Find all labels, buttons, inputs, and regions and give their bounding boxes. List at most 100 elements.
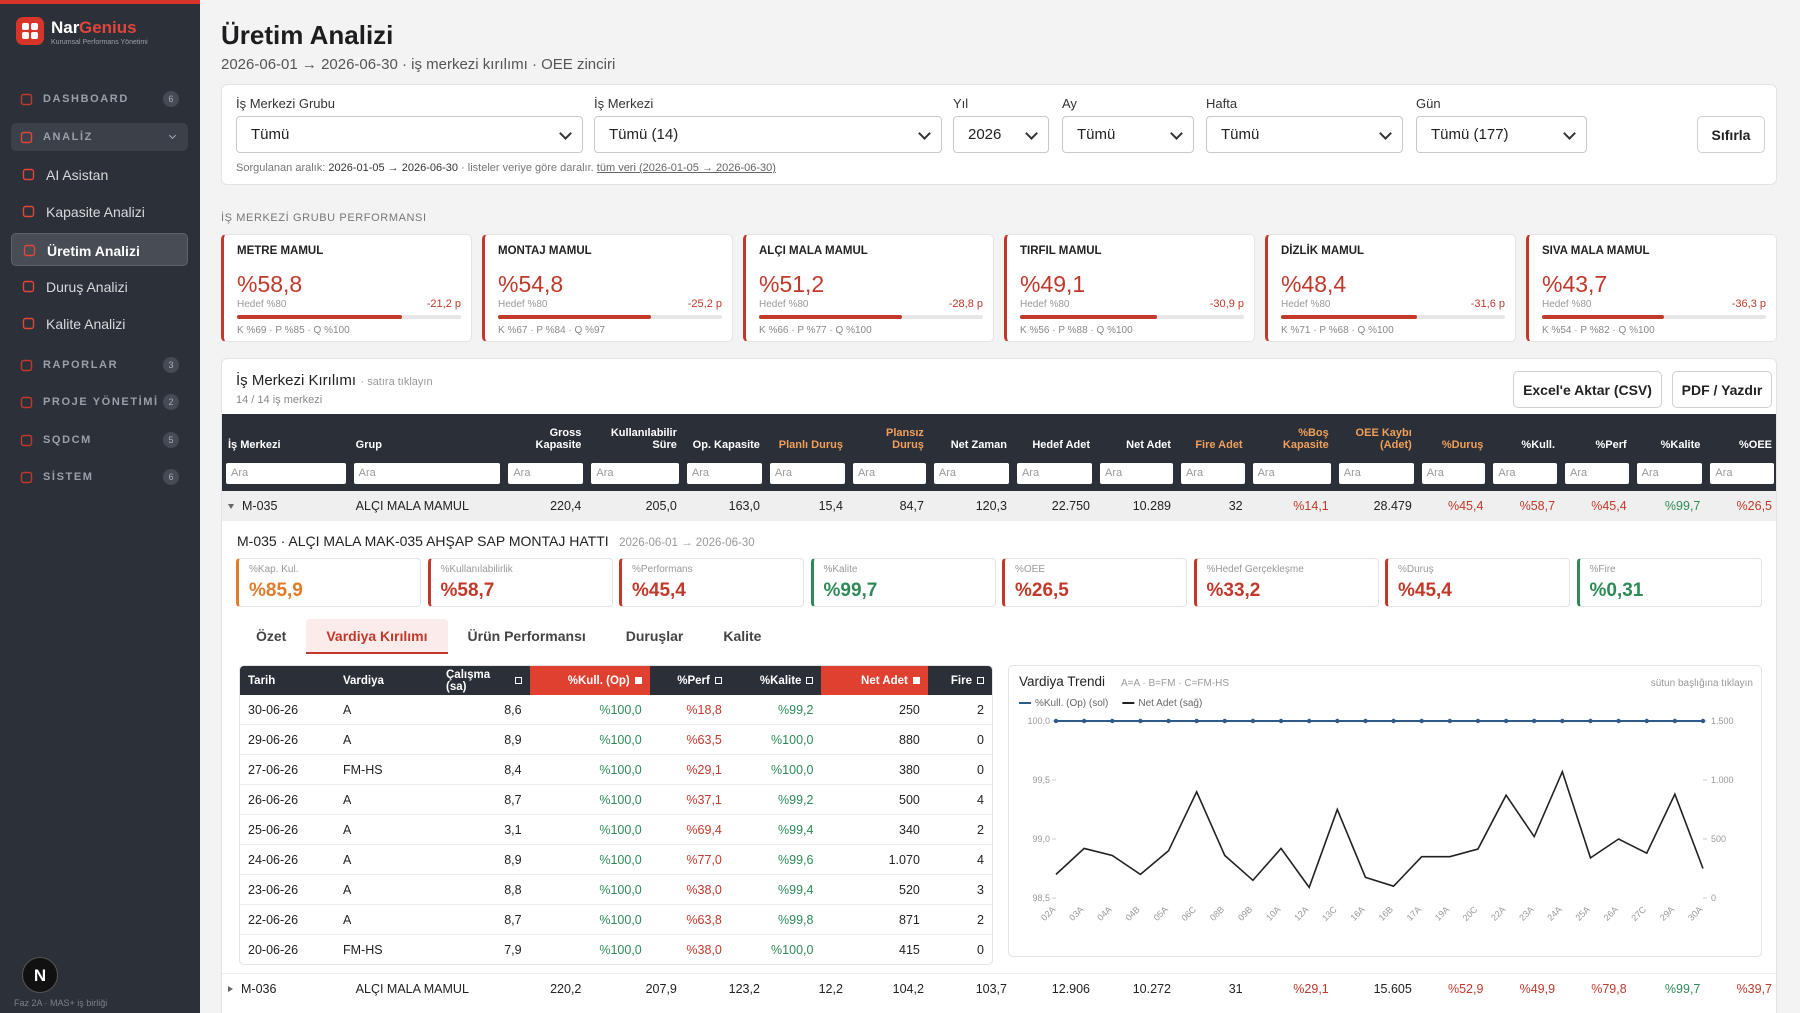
tab[interactable]: Vardiya Kırılımı bbox=[306, 619, 448, 654]
shift-cell: 29-06-26 bbox=[248, 732, 299, 747]
tab[interactable]: Kalite bbox=[723, 628, 762, 644]
column-header[interactable]: Gross Kapasite bbox=[535, 427, 582, 451]
column-header[interactable]: %Kull. bbox=[1521, 439, 1556, 451]
nav-section[interactable]: SİSTEM 6 bbox=[11, 463, 188, 491]
group-card[interactable]: DİZLİK MAMUL %48,4 Hedef %80 -31,6 p K %71 ·… bbox=[1265, 234, 1516, 342]
shift-cell: 3,1 bbox=[504, 822, 522, 837]
column-header[interactable]: Op. Kapasite bbox=[692, 439, 760, 451]
column-header[interactable]: Net Adet bbox=[1126, 439, 1171, 451]
nav-item[interactable]: Kalite Analizi bbox=[11, 307, 188, 340]
column-filter[interactable]: Ara bbox=[226, 463, 346, 484]
table-row[interactable]: M-035 ALÇI MALA MAMUL 220,4 205,0 163,0 15,4 8… bbox=[222, 491, 1776, 521]
filter-label: Ay bbox=[1062, 96, 1077, 111]
column-header[interactable]: %Perf bbox=[1595, 439, 1627, 451]
shift-column-header[interactable]: Çalışma (sa) bbox=[438, 666, 530, 695]
column-filter[interactable]: Ara bbox=[508, 463, 584, 484]
nav-item-label: Kapasite Analizi bbox=[46, 204, 145, 221]
column-header[interactable]: OEE Kaybı (Adet) bbox=[1355, 427, 1412, 451]
column-filter[interactable]: Ara bbox=[1338, 463, 1414, 484]
nav-item[interactable]: Kapasite Analizi bbox=[11, 195, 188, 228]
column-filter[interactable]: Ara bbox=[353, 463, 501, 484]
nav-section[interactable]: SQDCM 5 bbox=[11, 426, 188, 454]
column-filter[interactable]: Ara bbox=[686, 463, 762, 484]
column-filter[interactable]: Ara bbox=[1100, 463, 1173, 484]
shift-column-header[interactable]: Fire bbox=[928, 666, 992, 695]
shift-cell: %29,1 bbox=[686, 762, 722, 777]
column-header[interactable]: %Boş Kapasite bbox=[1282, 427, 1329, 451]
page-subtitle: 2026-06-01 → 2026-06-30 · iş merkezi kır… bbox=[221, 56, 616, 73]
card-target: Hedef %80 bbox=[1542, 299, 1592, 310]
shift-cell: %100,0 bbox=[599, 732, 642, 747]
series-point bbox=[1532, 718, 1537, 724]
note-suffix: · listeler veriye göre daralır. bbox=[461, 162, 594, 174]
column-filter[interactable]: Ara bbox=[1180, 463, 1245, 484]
column-header[interactable]: Hedef Adet bbox=[1032, 439, 1091, 451]
shift-cell: %99,2 bbox=[778, 792, 814, 807]
column-header[interactable]: Planlı Duruş bbox=[778, 439, 843, 451]
filter-select[interactable]: Tümü (177) bbox=[1416, 116, 1587, 153]
note-link[interactable]: tüm veri (2026-01-05 → 2026-06-30) bbox=[596, 162, 776, 174]
column-header[interactable]: Fire Adet bbox=[1195, 439, 1243, 451]
kpi-box: %Fire %0,31 bbox=[1576, 558, 1762, 607]
tab[interactable]: Duruşlar bbox=[625, 628, 684, 644]
column-filter[interactable]: Ara bbox=[1710, 463, 1774, 484]
shift-column-header[interactable]: %Perf bbox=[650, 666, 730, 695]
filter-select[interactable]: Tümü bbox=[1206, 116, 1403, 153]
column-filter[interactable]: Ara bbox=[1421, 463, 1486, 484]
column-filter[interactable]: Ara bbox=[1016, 463, 1093, 484]
export-csv[interactable]: Excel'e Aktar (CSV) bbox=[1513, 371, 1662, 408]
column-filter[interactable]: Ara bbox=[1252, 463, 1331, 484]
card-delta: -31,6 p bbox=[1470, 298, 1505, 310]
group-card[interactable]: METRE MAMUL %58,8 Hedef %80 -21,2 p K %69 · … bbox=[221, 234, 472, 342]
tab[interactable]: Ürün Performansı bbox=[467, 628, 586, 644]
nav-section[interactable]: ANALİZ bbox=[11, 122, 188, 151]
filter-select[interactable]: Tümü bbox=[1062, 116, 1194, 153]
tab[interactable]: Özet bbox=[256, 628, 287, 644]
column-header[interactable]: %Duruş bbox=[1441, 439, 1484, 451]
group-card[interactable]: MONTAJ MAMUL %54,8 Hedef %80 -25,2 p K %67 ·… bbox=[482, 234, 733, 342]
series-point bbox=[1475, 718, 1481, 724]
series-point bbox=[1391, 718, 1396, 724]
nav-item[interactable]: Üretim Analizi bbox=[11, 232, 188, 266]
nav-section[interactable]: DASHBOARD 6 bbox=[11, 85, 188, 113]
column-header[interactable]: %Kalite bbox=[1660, 439, 1701, 451]
column-filter[interactable]: Ara bbox=[933, 463, 1009, 484]
reset-button[interactable]: Sıfırla bbox=[1697, 116, 1765, 153]
column-header[interactable]: Net Zaman bbox=[950, 439, 1007, 451]
shift-cell: %100,0 bbox=[771, 732, 814, 747]
detail-range: 2026-06-01 → 2026-06-30 bbox=[619, 537, 755, 549]
nav-item[interactable]: AI Asistan bbox=[11, 158, 188, 191]
filter-label: Hafta bbox=[1206, 96, 1238, 111]
nav-section[interactable]: PROJE YÖNETİMİ 2 bbox=[11, 388, 188, 416]
filter-select[interactable]: Tümü (14) bbox=[594, 116, 942, 153]
column-header[interactable]: Kullanılabilir Süre bbox=[610, 427, 677, 451]
filter-select[interactable]: 2026 bbox=[953, 116, 1049, 153]
table-row[interactable]: M-036 ALÇI MALA MAMUL 220,2 207,9 123,2 12,2 1… bbox=[222, 973, 1776, 1003]
shift-column-header[interactable]: %Kull. (Op) bbox=[529, 666, 650, 695]
cell-text: %79,8 bbox=[1591, 981, 1627, 996]
column-filter[interactable]: Ara bbox=[769, 463, 845, 484]
series-point bbox=[1644, 718, 1649, 724]
group-card[interactable]: ALÇI MALA MAMUL %51,2 Hedef %80 -28,8 p K %6… bbox=[743, 234, 994, 342]
column-filter[interactable]: Ara bbox=[1636, 463, 1703, 484]
shift-column-header[interactable]: %Kalite bbox=[730, 666, 822, 695]
column-filter[interactable]: Ara bbox=[1493, 463, 1558, 484]
group-card[interactable]: TIRFIL MAMUL %49,1 Hedef %80 -30,9 p K %56 ·… bbox=[1004, 234, 1255, 342]
column-filter[interactable]: Ara bbox=[591, 463, 679, 484]
shift-column-header[interactable]: Net Adet bbox=[821, 666, 928, 695]
column-filter[interactable]: Ara bbox=[852, 463, 926, 484]
column-header[interactable]: İş Merkezi bbox=[228, 439, 281, 451]
nav-item[interactable]: Duruş Analizi bbox=[11, 270, 188, 303]
column-header[interactable]: %OEE bbox=[1738, 439, 1772, 451]
group-card[interactable]: SIVA MALA MAMUL %43,7 Hedef %80 -36,3 p K %5… bbox=[1526, 234, 1777, 342]
column-header[interactable]: Plansız Duruş bbox=[886, 427, 924, 451]
column-header[interactable]: Grup bbox=[355, 439, 382, 451]
shift-cell: A bbox=[343, 732, 352, 747]
cell-text: 12,2 bbox=[818, 981, 843, 996]
column-filter[interactable]: Ara bbox=[1565, 463, 1629, 484]
nav-section[interactable]: RAPORLAR 3 bbox=[11, 351, 188, 379]
export-pdf[interactable]: PDF / Yazdır bbox=[1672, 371, 1772, 408]
main-content: Üretim Analizi 2026-06-01 → 2026-06-30 · … bbox=[200, 0, 1800, 1013]
filter-select[interactable]: Tümü bbox=[236, 116, 583, 153]
